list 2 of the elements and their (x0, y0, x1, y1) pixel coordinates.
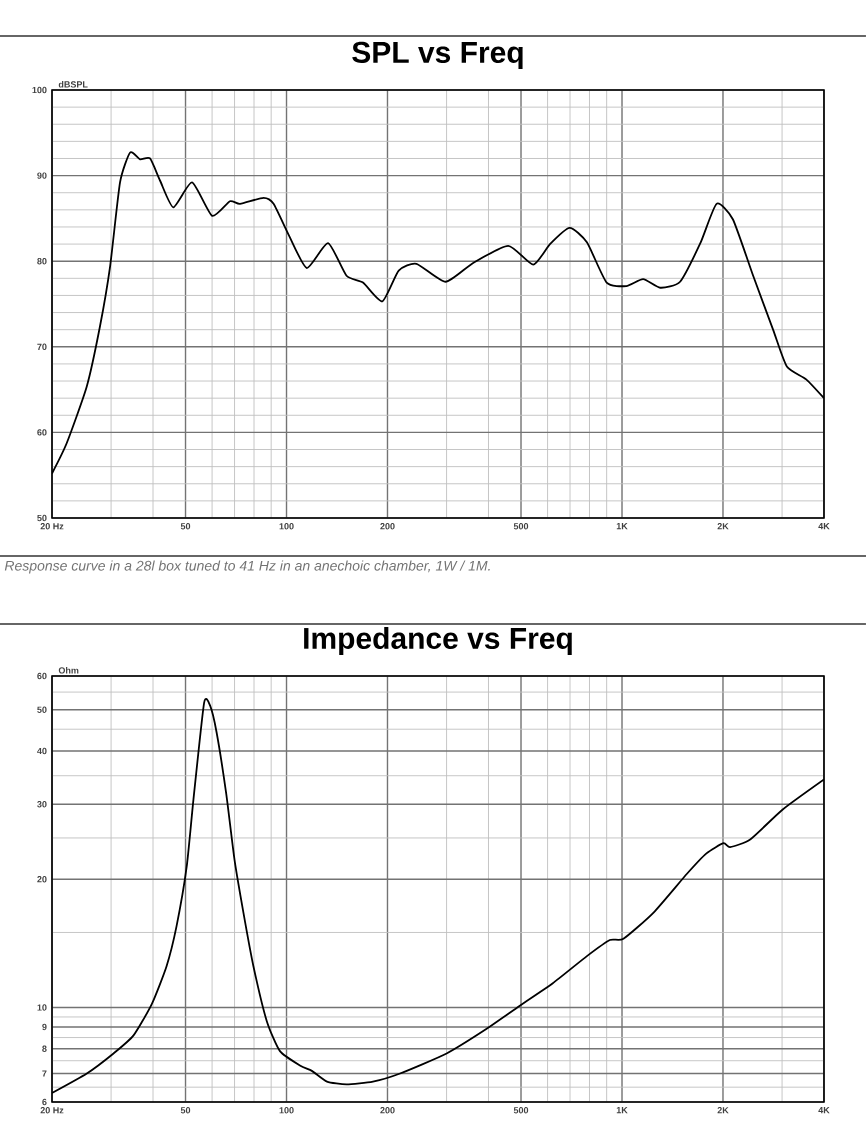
chart-title: SPL vs Freq (352, 41, 523, 69)
chart-title: Impedance vs Freq (304, 626, 572, 655)
